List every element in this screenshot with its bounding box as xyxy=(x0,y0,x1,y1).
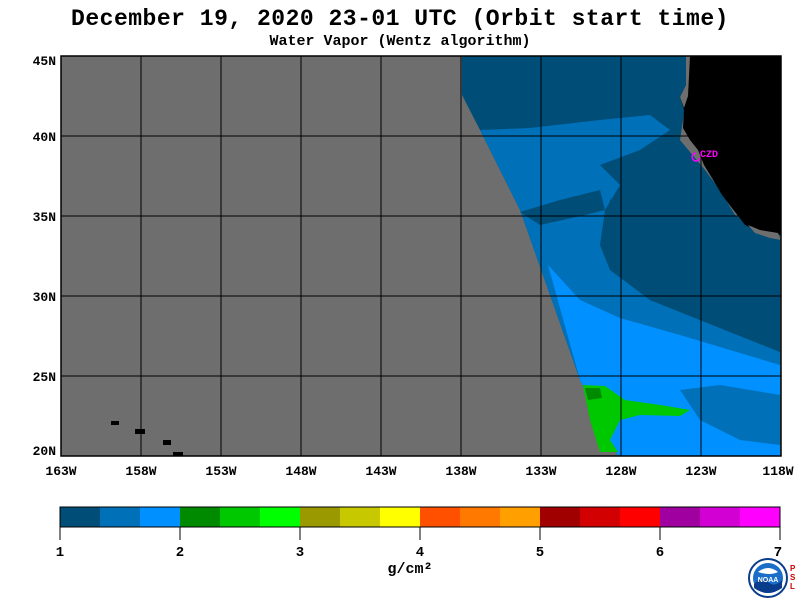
colorbar-tick: 1 xyxy=(56,545,64,561)
colorbar-swatch xyxy=(740,507,781,527)
x-label: 138W xyxy=(445,464,476,479)
colorbar-swatch xyxy=(500,507,541,527)
colorbar-swatch xyxy=(660,507,701,527)
y-label: 40N xyxy=(33,130,56,145)
colorbar-swatch xyxy=(260,507,301,527)
noaa-logo-text: NOAA xyxy=(758,577,779,584)
colorbar-tick: 6 xyxy=(656,545,664,561)
colorbar-swatch xyxy=(300,507,341,527)
colorbar-tick: 4 xyxy=(416,545,424,561)
x-label: 118W xyxy=(762,464,793,479)
colorbar-swatch xyxy=(580,507,621,527)
colorbar-swatch xyxy=(340,507,381,527)
colorbar-swatch xyxy=(700,507,741,527)
x-axis-labels: 163W 158W 153W 148W 143W 138W 133W 128W … xyxy=(45,464,793,479)
y-label: 20N xyxy=(33,444,56,459)
colorbar-tick: 5 xyxy=(536,545,544,561)
x-label: 153W xyxy=(205,464,236,479)
x-label: 123W xyxy=(685,464,716,479)
colorbar-swatch xyxy=(540,507,581,527)
y-label: 30N xyxy=(33,290,56,305)
colorbar-tick-labels: 1 2 3 4 5 6 7 xyxy=(56,545,782,561)
y-axis-labels: 45N 40N 35N 30N 25N 20N xyxy=(33,54,56,459)
colorbar-tick: 7 xyxy=(774,545,782,561)
colorbar-swatch xyxy=(460,507,501,527)
colorbar-tick: 3 xyxy=(296,545,304,561)
page-subtitle: Water Vapor (Wentz algorithm) xyxy=(269,33,531,50)
noaa-logo: NOAA xyxy=(748,558,788,598)
swath-high-vapor xyxy=(583,385,690,452)
x-label: 133W xyxy=(525,464,556,479)
page-title: December 19, 2020 23-01 UTC (Orbit start… xyxy=(71,6,729,32)
y-label: 45N xyxy=(33,54,56,69)
hawaiian-islands xyxy=(111,421,183,456)
colorbar xyxy=(60,507,781,527)
station-marker: CZD xyxy=(691,150,718,162)
colorbar-swatch xyxy=(380,507,421,527)
colorbar-swatch xyxy=(220,507,261,527)
colorbar-swatch xyxy=(60,507,101,527)
y-label: 25N xyxy=(33,370,56,385)
colorbar-swatch xyxy=(100,507,141,527)
x-label: 163W xyxy=(45,464,76,479)
map-frame xyxy=(60,55,782,457)
station-label: CZD xyxy=(700,150,718,161)
map-grid xyxy=(61,56,781,456)
colorbar-swatch xyxy=(140,507,181,527)
x-label: 158W xyxy=(125,464,156,479)
land-mask xyxy=(680,56,781,235)
colorbar-tick: 2 xyxy=(176,545,184,561)
x-label: 148W xyxy=(285,464,316,479)
y-label: 35N xyxy=(33,210,56,225)
colorbar-swatch xyxy=(180,507,221,527)
colorbar-swatch xyxy=(620,507,661,527)
x-label: 143W xyxy=(365,464,396,479)
colorbar-swatch xyxy=(420,507,461,527)
colorbar-units: g/cm² xyxy=(387,561,433,578)
x-label: 128W xyxy=(605,464,636,479)
